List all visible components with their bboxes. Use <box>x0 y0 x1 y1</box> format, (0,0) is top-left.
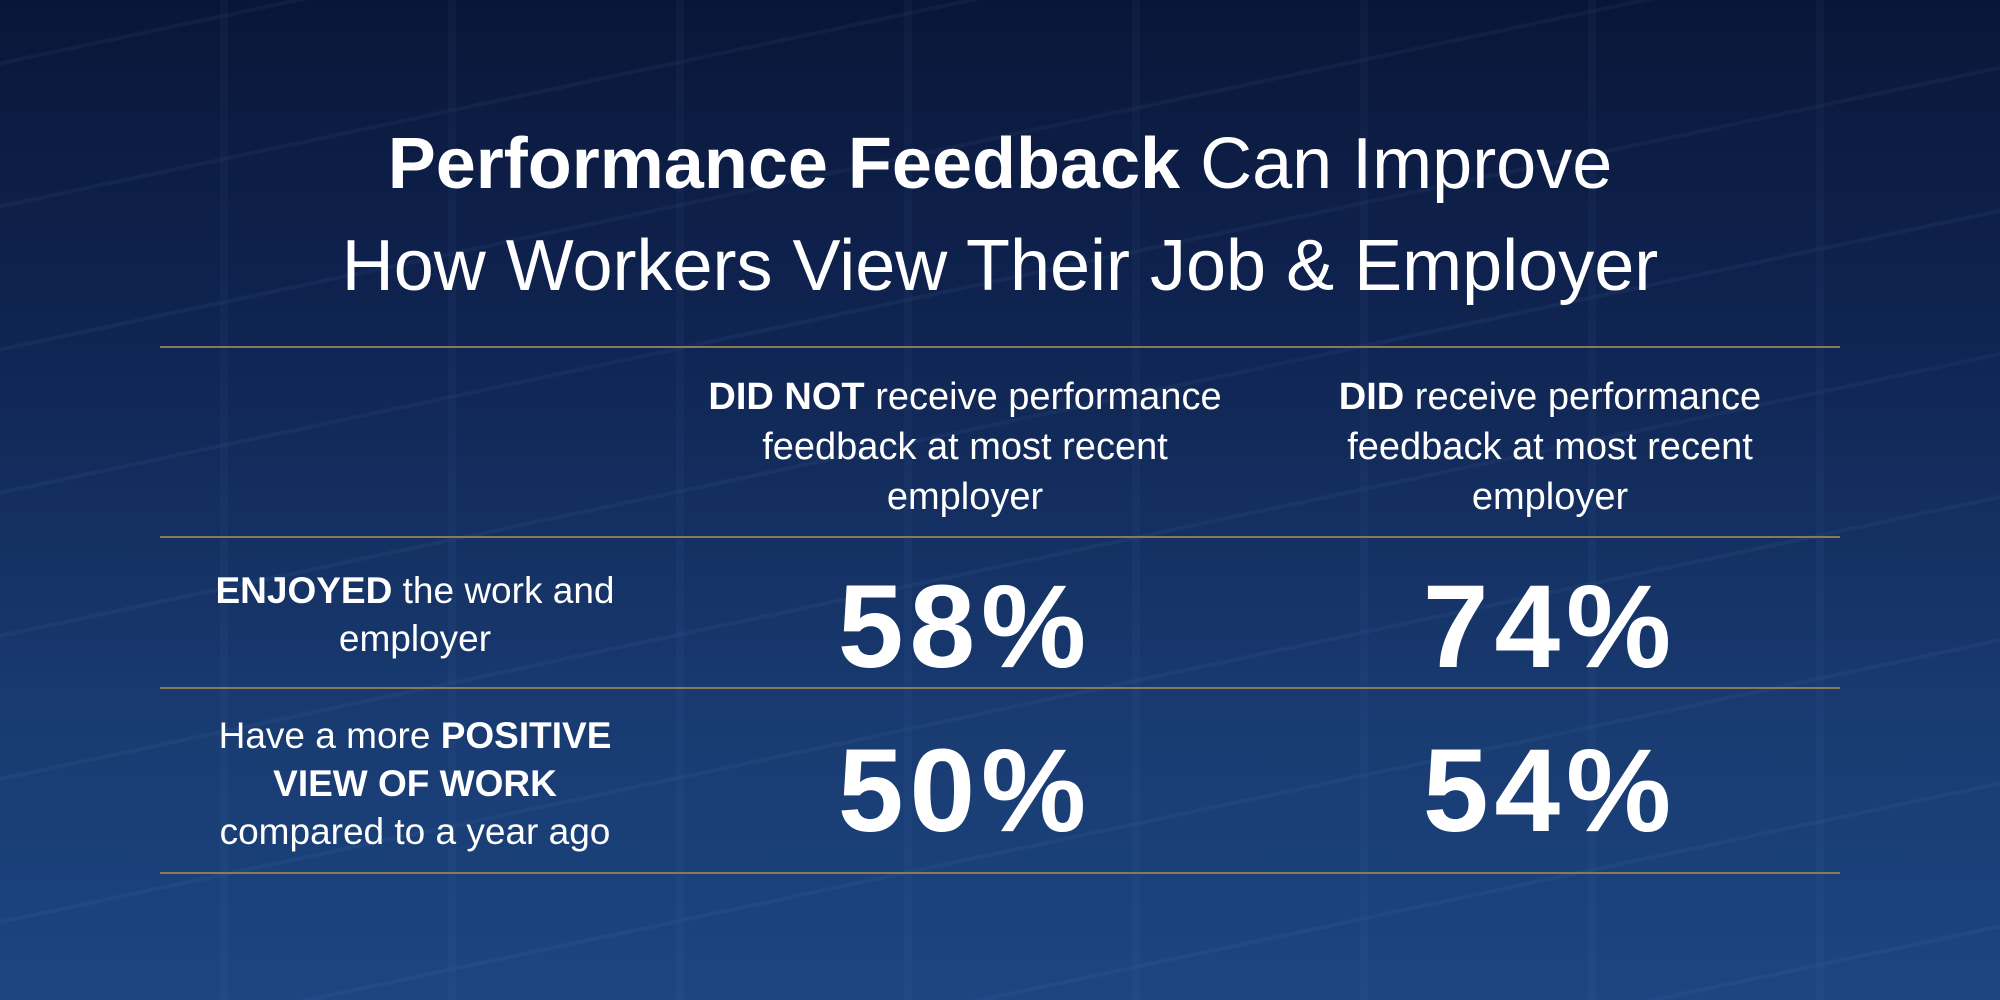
title-line-2: How Workers View Their Job & Employer <box>341 226 1659 306</box>
value-enjoyed-no-feedback: 58% <box>837 561 1093 693</box>
value-positive-feedback: 54% <box>1422 725 1678 857</box>
row-label-positive-view: Have a more POSITIVE VIEW OF WORK compar… <box>218 715 612 852</box>
divider <box>160 536 1840 538</box>
row-label-enjoyed: ENJOYED the work and employer <box>215 570 615 659</box>
divider <box>160 872 1840 874</box>
column-header-feedback: DID receive performance feedback at most… <box>1338 376 1762 518</box>
divider <box>160 687 1840 689</box>
value-enjoyed-feedback: 74% <box>1422 561 1678 693</box>
value-positive-no-feedback: 50% <box>837 725 1093 857</box>
column-header-no-feedback: DID NOT receive performance feedback at … <box>708 376 1222 518</box>
divider <box>160 346 1840 348</box>
title-line-1: Performance Feedback Can Improve <box>387 124 1613 204</box>
